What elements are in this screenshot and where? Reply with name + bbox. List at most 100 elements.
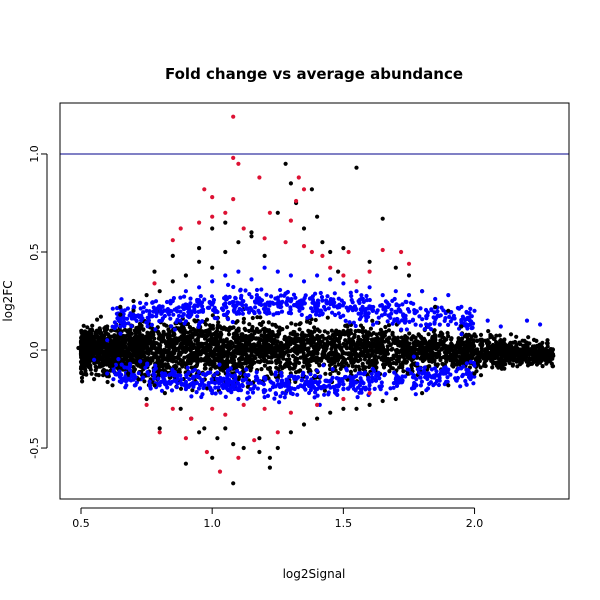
scatter-point-significant [411,373,416,378]
scatter-point [366,358,371,363]
scatter-point [151,355,156,360]
scatter-point-significant [173,379,178,384]
scatter-point [376,349,381,354]
scatter-point [154,341,159,346]
scatter-point [298,339,303,344]
scatter-point [464,332,469,337]
scatter-point-significant [235,380,241,386]
scatter-point-significant [221,385,226,391]
scatter-point [517,340,522,345]
scatter-point [550,364,555,369]
scatter-point [400,365,405,370]
scatter-point-significant [428,322,433,327]
scatter-point [510,363,515,368]
scatter-point-significant [198,294,203,299]
scatter-point-significant [237,306,242,312]
scatter-point-significant [435,309,440,314]
scatter-point-significant [170,367,175,372]
scatter-point [212,349,217,354]
scatter-point [508,351,513,357]
scatter-point-significant [145,324,150,329]
scatter-point [366,354,371,359]
scatter-point [399,348,404,353]
scatter-point-significant [136,371,141,376]
scatter-point [249,352,254,357]
scatter-point-significant [436,382,441,388]
scatter-point-significant [216,381,222,386]
scatter-point-significant [238,287,243,292]
scatter-point-significant [218,390,223,395]
scatter-point-significant [403,318,408,323]
scatter-point-significant [153,327,158,332]
scatter-point [273,333,278,338]
scatter-point [494,333,499,338]
scatter-point-significant [359,308,364,313]
x-tick-label: 1.5 [335,517,353,530]
scatter-point-significant [372,386,377,391]
scatter-point [113,359,118,364]
scatter-point [477,358,482,364]
scatter-point-significant [403,374,408,379]
scatter-point-significant [147,312,152,317]
scatter-point [528,361,533,367]
scatter-point-significant [422,327,427,332]
scatter-point-significant [418,383,423,388]
scatter-point [492,336,497,341]
scatter-point [188,337,193,342]
scatter-point [404,359,409,364]
scatter-point-significant [255,297,260,302]
scatter-point [507,360,512,366]
scatter-point-significant [320,384,325,389]
scatter-point-significant [183,302,188,307]
scatter-point-significant [418,323,423,328]
scatter-point [89,371,94,376]
scatter-point [250,315,255,321]
scatter-point-significant [302,301,307,306]
scatter-point [456,340,461,345]
scatter-point [386,328,392,333]
scatter-point-significant [233,296,238,301]
scatter-point-significant [366,311,371,316]
scatter-point [198,352,203,357]
scatter-point-significant [315,298,321,303]
scatter-point-significant [224,379,229,384]
scatter-point [254,350,259,355]
scatter-point-significant [371,322,376,327]
scatter-point [79,340,85,345]
scatter-point [425,344,430,349]
scatter-point-significant [227,372,232,377]
scatter-point-significant [330,310,335,315]
scatter-point [241,316,246,321]
scatter-point-significant [328,378,333,383]
scatter-point-significant [288,311,294,316]
scatter-point-significant [195,374,200,379]
scatter-point [134,335,139,340]
scatter-point-significant [271,381,276,386]
scatter-point-significant [251,386,256,391]
scatter-point-significant [351,320,356,325]
scatter-point [183,349,188,354]
scatter-point-significant [154,311,159,316]
scatter-point-significant [352,304,357,309]
scatter-point-significant [230,300,235,305]
scatter-point-significant [167,308,173,313]
scatter-point-significant [243,303,248,308]
scatter-point [315,327,320,332]
scatter-point [115,339,120,344]
scatter-point-significant [292,303,297,308]
scatter-point [502,354,507,359]
scatter-point-significant [355,395,360,400]
scatter-point [383,356,388,361]
data-points [76,114,556,486]
scatter-point [329,328,334,333]
scatter-point [218,334,223,339]
scatter-point-significant [272,396,277,401]
scatter-point [527,356,532,361]
scatter-point [161,353,166,358]
scatter-point-significant [463,378,468,384]
scatter-point [124,349,129,355]
scatter-point-significant [427,381,432,386]
scatter-point [540,346,545,351]
scatter-point-significant [359,296,364,301]
scatter-point-significant [150,300,155,305]
